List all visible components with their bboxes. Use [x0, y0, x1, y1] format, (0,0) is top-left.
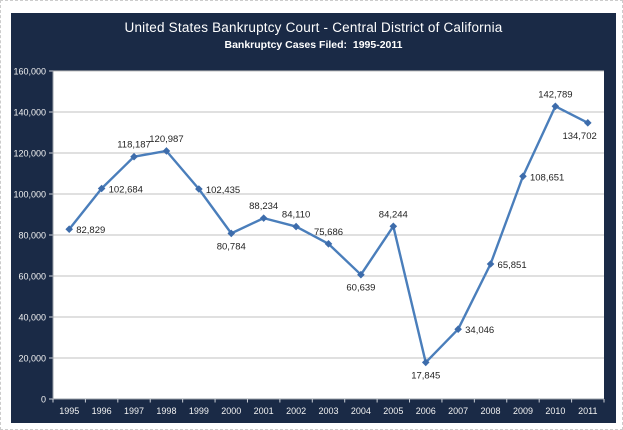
y-axis-tick-label: 160,000 — [13, 67, 46, 77]
data-point-marker — [421, 358, 430, 367]
data-point-label: 84,244 — [379, 209, 408, 220]
y-axis-tick-label: 140,000 — [13, 108, 46, 118]
data-point-label: 80,784 — [217, 241, 246, 252]
data-point-label: 102,684 — [109, 184, 143, 195]
x-axis-tick-label: 1995 — [59, 406, 79, 416]
x-axis-tick-label: 2009 — [513, 406, 533, 416]
data-point-label: 60,639 — [346, 283, 375, 294]
x-axis-tick-label: 2007 — [448, 406, 468, 416]
x-axis-tick-label: 1998 — [156, 406, 176, 416]
data-point-label: 84,110 — [282, 210, 310, 221]
y-axis-tick-label: 60,000 — [18, 272, 46, 282]
x-axis-tick-label: 2001 — [254, 406, 274, 416]
y-axis-tick-label: 100,000 — [13, 190, 46, 200]
data-point-marker — [486, 260, 495, 268]
y-axis-tick-label: 120,000 — [13, 149, 46, 159]
data-point-label: 82,829 — [76, 225, 105, 236]
data-point-label: 134,702 — [562, 131, 596, 142]
chart-title: United States Bankruptcy Court - Central… — [124, 20, 503, 35]
y-axis-tick-label: 80,000 — [18, 231, 46, 241]
data-point-marker — [324, 240, 333, 248]
data-point-label: 34,046 — [465, 325, 494, 336]
x-axis-tick-label: 2010 — [545, 406, 565, 416]
data-point-marker — [551, 102, 560, 111]
data-point-label: 88,234 — [249, 201, 278, 212]
data-point-marker — [292, 222, 300, 231]
x-axis-tick-label: 2008 — [481, 406, 501, 416]
x-axis-tick-label: 1999 — [189, 406, 209, 416]
data-point-label: 75,686 — [314, 227, 343, 238]
x-axis-tick-label: 2002 — [286, 406, 306, 416]
data-point-label: 120,987 — [149, 134, 183, 145]
x-axis-tick-label: 1997 — [124, 406, 144, 416]
data-point-marker — [65, 225, 74, 234]
chart-subtitle: Bankruptcy Cases Filed: 1995-2011 — [224, 39, 403, 51]
y-axis-tick-label: 0 — [41, 395, 46, 405]
data-point-marker — [357, 270, 365, 279]
data-point-marker — [162, 147, 171, 155]
data-point-label: 118,187 — [117, 140, 151, 151]
y-axis-tick-label: 20,000 — [18, 354, 46, 364]
data-point-label: 17,845 — [411, 370, 440, 381]
data-point-label: 102,435 — [206, 185, 240, 196]
data-point-marker — [227, 229, 236, 238]
y-axis-tick-label: 40,000 — [18, 313, 46, 323]
data-point-marker — [195, 185, 203, 193]
data-point-label: 108,651 — [530, 172, 564, 183]
data-point-label: 142,789 — [538, 89, 572, 100]
data-point-marker — [130, 152, 138, 161]
x-axis-tick-label: 2004 — [351, 406, 371, 416]
x-axis-tick-label: 2005 — [383, 406, 403, 416]
x-axis-tick-label: 2000 — [221, 406, 241, 416]
data-point-marker — [389, 222, 398, 231]
x-axis-tick-label: 1996 — [92, 406, 112, 416]
data-point-marker — [259, 214, 268, 222]
data-point-marker — [519, 172, 527, 181]
data-point-label: 65,851 — [498, 260, 527, 271]
data-point-marker — [454, 325, 462, 334]
data-point-marker — [583, 119, 592, 127]
x-axis-tick-label: 2003 — [318, 406, 338, 416]
data-point-marker — [97, 184, 106, 193]
x-axis-tick-label: 2011 — [578, 406, 597, 416]
x-axis-tick-label: 2006 — [416, 406, 436, 416]
